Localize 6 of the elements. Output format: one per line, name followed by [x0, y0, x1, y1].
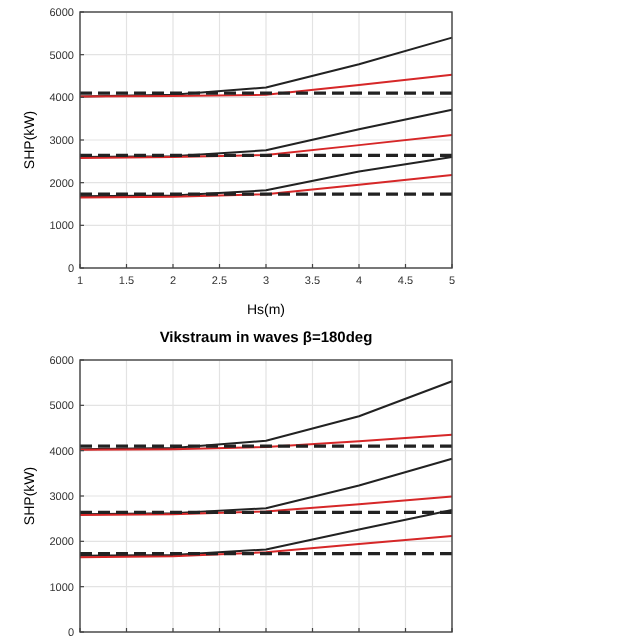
line-series: [79, 173, 453, 199]
line-series: [79, 134, 453, 159]
line-series: [79, 495, 453, 517]
line-series: [79, 534, 453, 559]
line-series: [79, 433, 453, 451]
line-series: [79, 73, 453, 98]
